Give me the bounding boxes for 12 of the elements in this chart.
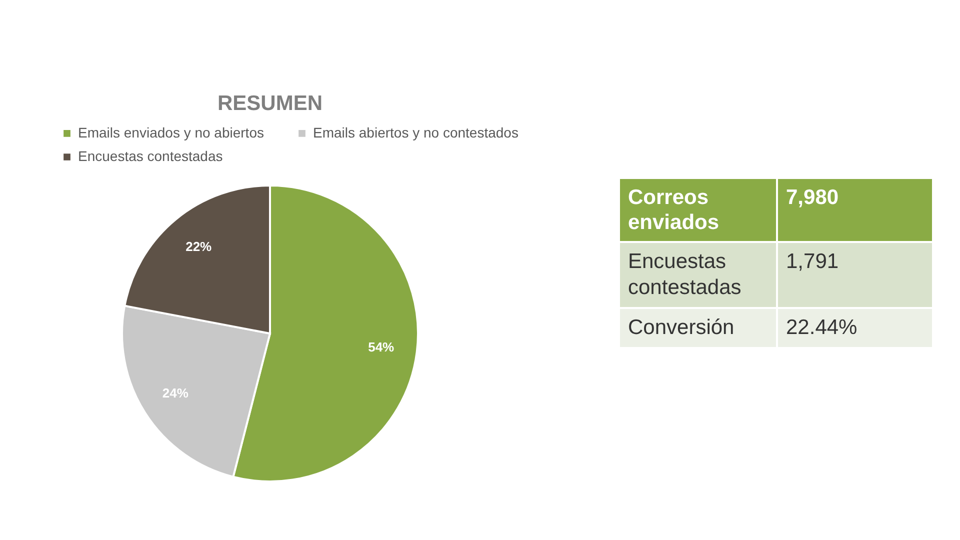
text: Correos enviados xyxy=(619,178,777,242)
text: 22.44% xyxy=(777,308,933,348)
legend-label: Emails abiertos y no contestados xyxy=(313,124,518,140)
data-label: 22% xyxy=(186,239,212,254)
text: Encuestas contestadas xyxy=(619,242,777,308)
text: 1,791 xyxy=(777,242,933,308)
legend-label: Emails enviados y no abiertos xyxy=(78,124,264,140)
chart-title: RESUMEN xyxy=(217,92,323,115)
data-label: 54% xyxy=(368,340,395,355)
text: Conversión xyxy=(619,308,777,348)
text: 7,980 xyxy=(777,178,933,242)
legend-label: Encuestas contestadas xyxy=(78,148,223,164)
